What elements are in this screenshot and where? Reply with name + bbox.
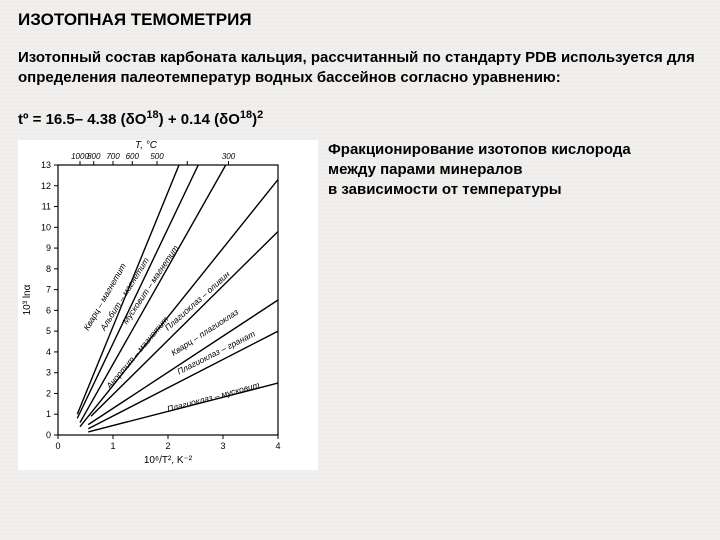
svg-text:1: 1 xyxy=(46,409,51,419)
svg-text:13: 13 xyxy=(41,160,51,170)
svg-text:1: 1 xyxy=(110,441,115,451)
svg-text:12: 12 xyxy=(41,180,51,190)
svg-text:6: 6 xyxy=(46,305,51,315)
svg-text:3: 3 xyxy=(220,441,225,451)
svg-text:800: 800 xyxy=(87,152,101,161)
fractionation-chart: 0123401234567891011121310008007006005003… xyxy=(18,140,318,470)
chart-caption: Фракционирование изотопов кислорода межд… xyxy=(328,140,631,201)
eq-b: ) + 0.14 (δO xyxy=(159,111,240,128)
svg-text:4: 4 xyxy=(46,346,51,356)
svg-text:10: 10 xyxy=(41,222,51,232)
equation: tº = 16.5– 4.38 (δO18) + 0.14 (δO18)2 xyxy=(18,109,702,128)
svg-text:300: 300 xyxy=(222,152,236,161)
eq-sup1: 18 xyxy=(146,109,158,121)
svg-text:500: 500 xyxy=(150,152,164,161)
svg-text:700: 700 xyxy=(106,152,120,161)
eq-sup3: 2 xyxy=(257,109,263,121)
intro-paragraph: Изотопный состав карбоната кальция, расс… xyxy=(18,48,702,89)
svg-text:0: 0 xyxy=(55,441,60,451)
caption-line-1: Фракционирование изотопов кислорода xyxy=(328,141,631,158)
chart: 0123401234567891011121310008007006005003… xyxy=(18,140,318,475)
slide: ИЗОТОПНАЯ ТЕМОМЕТРИЯ Изотопный состав ка… xyxy=(0,0,720,540)
eq-sup2: 18 xyxy=(240,109,252,121)
svg-text:10⁶/T², K⁻²: 10⁶/T², K⁻² xyxy=(144,455,193,466)
svg-text:2: 2 xyxy=(165,441,170,451)
svg-text:7: 7 xyxy=(46,284,51,294)
svg-text:8: 8 xyxy=(46,263,51,273)
page-title: ИЗОТОПНАЯ ТЕМОМЕТРИЯ xyxy=(18,10,702,30)
svg-text:T, °C: T, °C xyxy=(135,140,158,151)
svg-text:0: 0 xyxy=(46,430,51,440)
svg-text:10³ lnα: 10³ lnα xyxy=(22,284,33,315)
svg-text:4: 4 xyxy=(275,441,280,451)
eq-a: = 16.5– 4.38 (δO xyxy=(28,111,146,128)
svg-text:11: 11 xyxy=(42,201,51,211)
content-row: 0123401234567891011121310008007006005003… xyxy=(18,140,702,475)
svg-text:2: 2 xyxy=(46,388,51,398)
svg-text:3: 3 xyxy=(46,367,51,377)
svg-text:600: 600 xyxy=(126,152,140,161)
svg-text:5: 5 xyxy=(46,326,51,336)
eq-lhs: tº xyxy=(18,111,28,128)
svg-text:9: 9 xyxy=(46,243,51,253)
caption-line-3: в зависимости от температуры xyxy=(328,181,562,198)
caption-line-2: между парами минералов xyxy=(328,161,522,178)
